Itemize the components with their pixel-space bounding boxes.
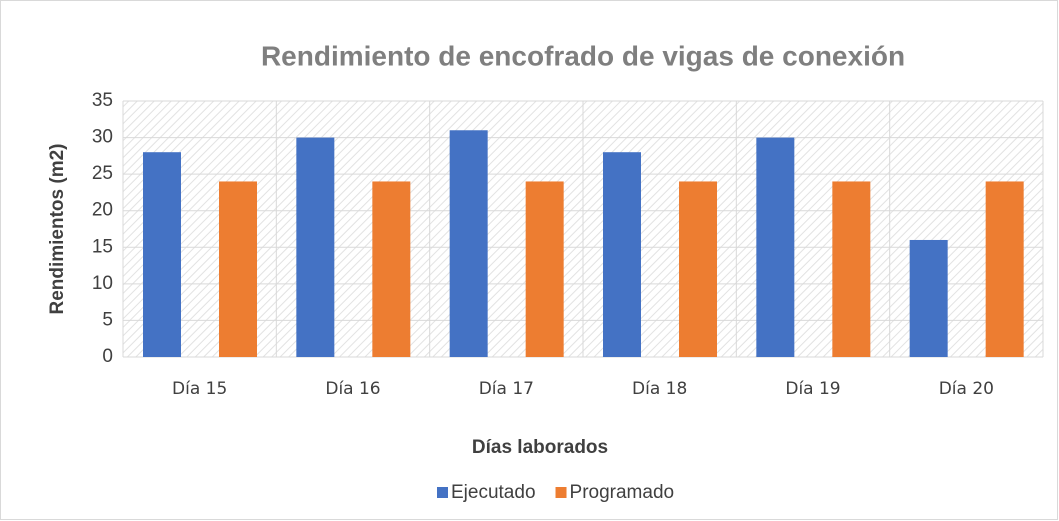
y-tick-label: 30 [92, 127, 113, 148]
legend-label: Ejecutado [451, 482, 536, 503]
x-tick-label: Día 16 [325, 379, 380, 399]
y-axis-label: Rendimientos (m2) [47, 143, 68, 314]
legend-swatch [555, 487, 567, 498]
y-tick-label: 5 [102, 309, 113, 330]
x-tick-label: Día 15 [172, 379, 227, 399]
y-tick-label: 15 [92, 236, 113, 257]
x-tick-label: Día 20 [939, 379, 994, 399]
y-tick-label: 10 [92, 273, 113, 294]
bar [756, 137, 795, 357]
x-tick-label: Día 17 [479, 379, 534, 399]
legend-swatch [437, 487, 448, 498]
x-tick-label: Día 19 [785, 379, 840, 399]
bar [449, 130, 488, 357]
legend-label: Programado [570, 482, 675, 503]
chart-title: Rendimiento de encofrado de vigas de con… [261, 40, 905, 71]
bar [525, 181, 564, 357]
bar [143, 152, 182, 357]
bar [603, 152, 642, 357]
y-tick-label: 20 [92, 200, 113, 221]
x-axis-label: Días laborados [472, 437, 608, 458]
bar [679, 181, 718, 357]
y-tick-label: 25 [92, 163, 113, 184]
bar [219, 181, 258, 357]
y-tick-label: 0 [102, 346, 113, 367]
bar [909, 239, 948, 357]
bar [832, 181, 871, 357]
bar [985, 181, 1024, 357]
bar [372, 181, 411, 357]
bar [296, 137, 335, 357]
x-tick-label: Día 18 [632, 379, 687, 399]
y-tick-label: 35 [92, 90, 113, 111]
